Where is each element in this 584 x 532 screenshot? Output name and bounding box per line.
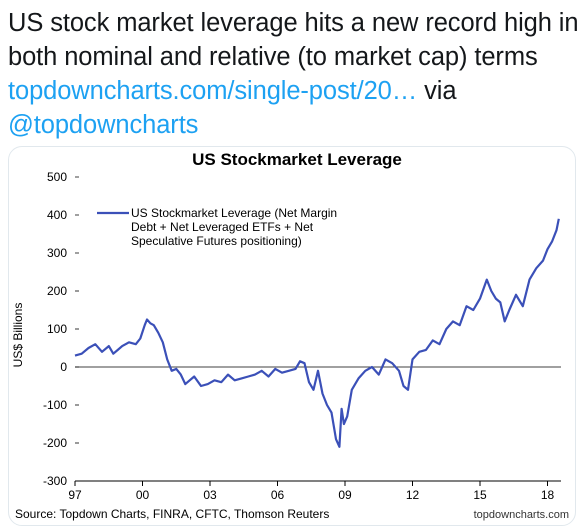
x-tick-label: 00	[136, 488, 150, 502]
legend: US Stockmarket Leverage (Net MarginDebt …	[97, 206, 337, 248]
chart-source: Source: Topdown Charts, FINRA, CFTC, Tho…	[15, 507, 329, 521]
tweet-text: US stock market leverage hits a new reco…	[8, 6, 580, 142]
legend-label-line: Debt + Net Leveraged ETFs + Net	[131, 220, 314, 234]
x-tick-label: 12	[406, 488, 420, 502]
x-tick-label: 97	[68, 488, 82, 502]
y-tick-label: 500	[47, 170, 67, 184]
series-line	[74, 218, 560, 448]
y-tick-label: 100	[47, 322, 67, 336]
y-tick-label: -200	[43, 436, 67, 450]
legend-label-line: US Stockmarket Leverage (Net Margin	[131, 206, 337, 220]
series-layer	[74, 218, 560, 448]
chart-title: US Stockmarket Leverage	[192, 150, 402, 169]
chart-watermark: topdowncharts.com	[474, 509, 569, 521]
y-tick-label: 300	[47, 246, 67, 260]
y-tick-label: -100	[43, 398, 67, 412]
tweet-text-part1: US stock market leverage hits a new reco…	[8, 9, 579, 71]
y-tick-label: 0	[60, 360, 67, 374]
tweet-media-card[interactable]: US Stockmarket Leverage US$ Billions 500…	[8, 146, 576, 526]
leverage-chart: US Stockmarket Leverage US$ Billions 500…	[11, 150, 569, 521]
legend-label-line: Speculative Futures positioning)	[131, 234, 302, 248]
plot-frame	[75, 366, 561, 482]
x-tick-label: 03	[203, 488, 217, 502]
x-tick-label: 06	[271, 488, 285, 502]
y-tick-label: -300	[43, 474, 67, 488]
y-tick-label: 200	[47, 284, 67, 298]
tweet-text-part2: via	[417, 77, 457, 105]
x-tick-label: 18	[541, 488, 555, 502]
x-tick-label: 09	[338, 488, 352, 502]
y-axis-label: US$ Billions	[11, 303, 25, 368]
y-axis-ticks: 500 400 300 200 100 0 -100 -200 -300	[43, 170, 79, 488]
tweet-link-mention[interactable]: @topdowncharts	[8, 111, 199, 139]
x-tick-label: 15	[473, 488, 487, 502]
x-axis-ticks: 97 00 03 06 09 12 15 18	[68, 481, 554, 502]
tweet-link-article[interactable]: topdowncharts.com/single-post/20…	[8, 77, 418, 105]
y-tick-label: 400	[47, 208, 67, 222]
